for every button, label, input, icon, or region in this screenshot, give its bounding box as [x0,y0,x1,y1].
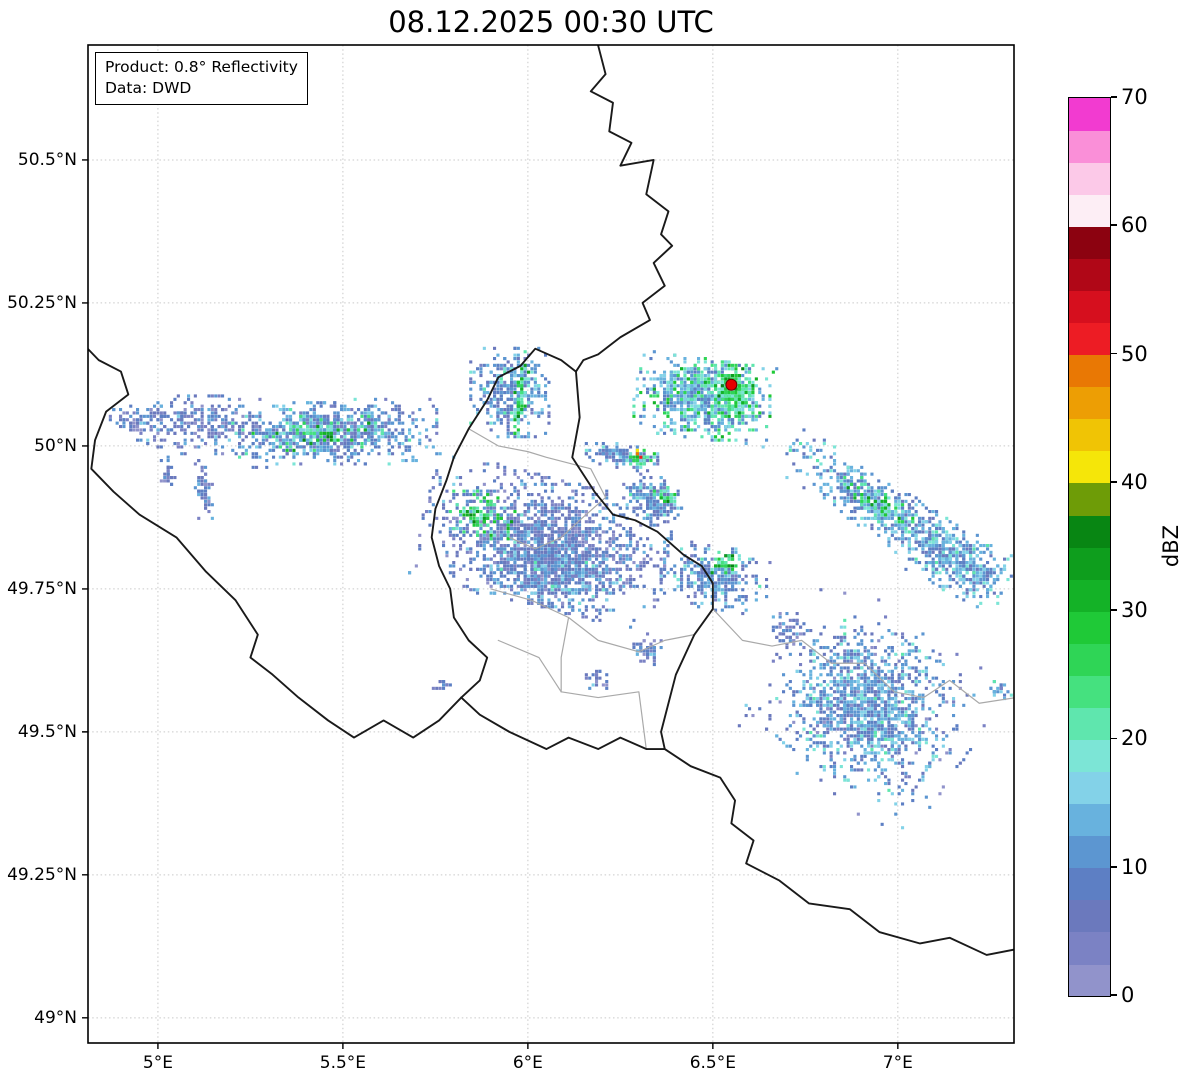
colorbar-segment [1069,514,1110,548]
product-annotation-box: Product: 0.8° Reflectivity Data: DWD [95,52,308,105]
colorbar-segment [1069,354,1110,388]
colorbar-segment [1069,322,1110,356]
colorbar-segment [1069,611,1110,644]
colorbar-segment [1069,547,1110,580]
colorbar-segment [1069,226,1110,259]
colorbar-segment [1069,963,1110,996]
product-label: Product: 0.8° Reflectivity [105,58,298,76]
colorbar-segment [1069,130,1110,163]
colorbar-segment [1069,482,1110,516]
data-source-label: Data: DWD [105,79,192,97]
colorbar-segment [1069,803,1110,837]
colorbar-segment [1069,258,1110,291]
colorbar-segment [1069,707,1110,740]
plot-title: 08.12.2025 00:30 UTC [388,5,714,39]
colorbar-segment [1069,643,1110,676]
colorbar-segment [1069,450,1110,484]
colorbar-segment [1069,162,1110,195]
colorbar-segment [1069,418,1110,452]
colorbar-segment [1069,899,1110,933]
colorbar-segment [1069,675,1110,708]
colorbar-segment [1069,835,1110,869]
colorbar-segment [1069,194,1110,227]
colorbar-unit-label: dBZ [1159,524,1183,568]
colorbar-segment [1069,771,1110,805]
colorbar-segment [1069,290,1110,324]
colorbar-segment [1069,579,1110,612]
colorbar-segment [1069,931,1110,965]
colorbar-segment [1069,98,1110,131]
colorbar [1068,97,1111,997]
colorbar-segment [1069,867,1110,901]
colorbar-segment [1069,386,1110,420]
colorbar-segment [1069,739,1110,773]
